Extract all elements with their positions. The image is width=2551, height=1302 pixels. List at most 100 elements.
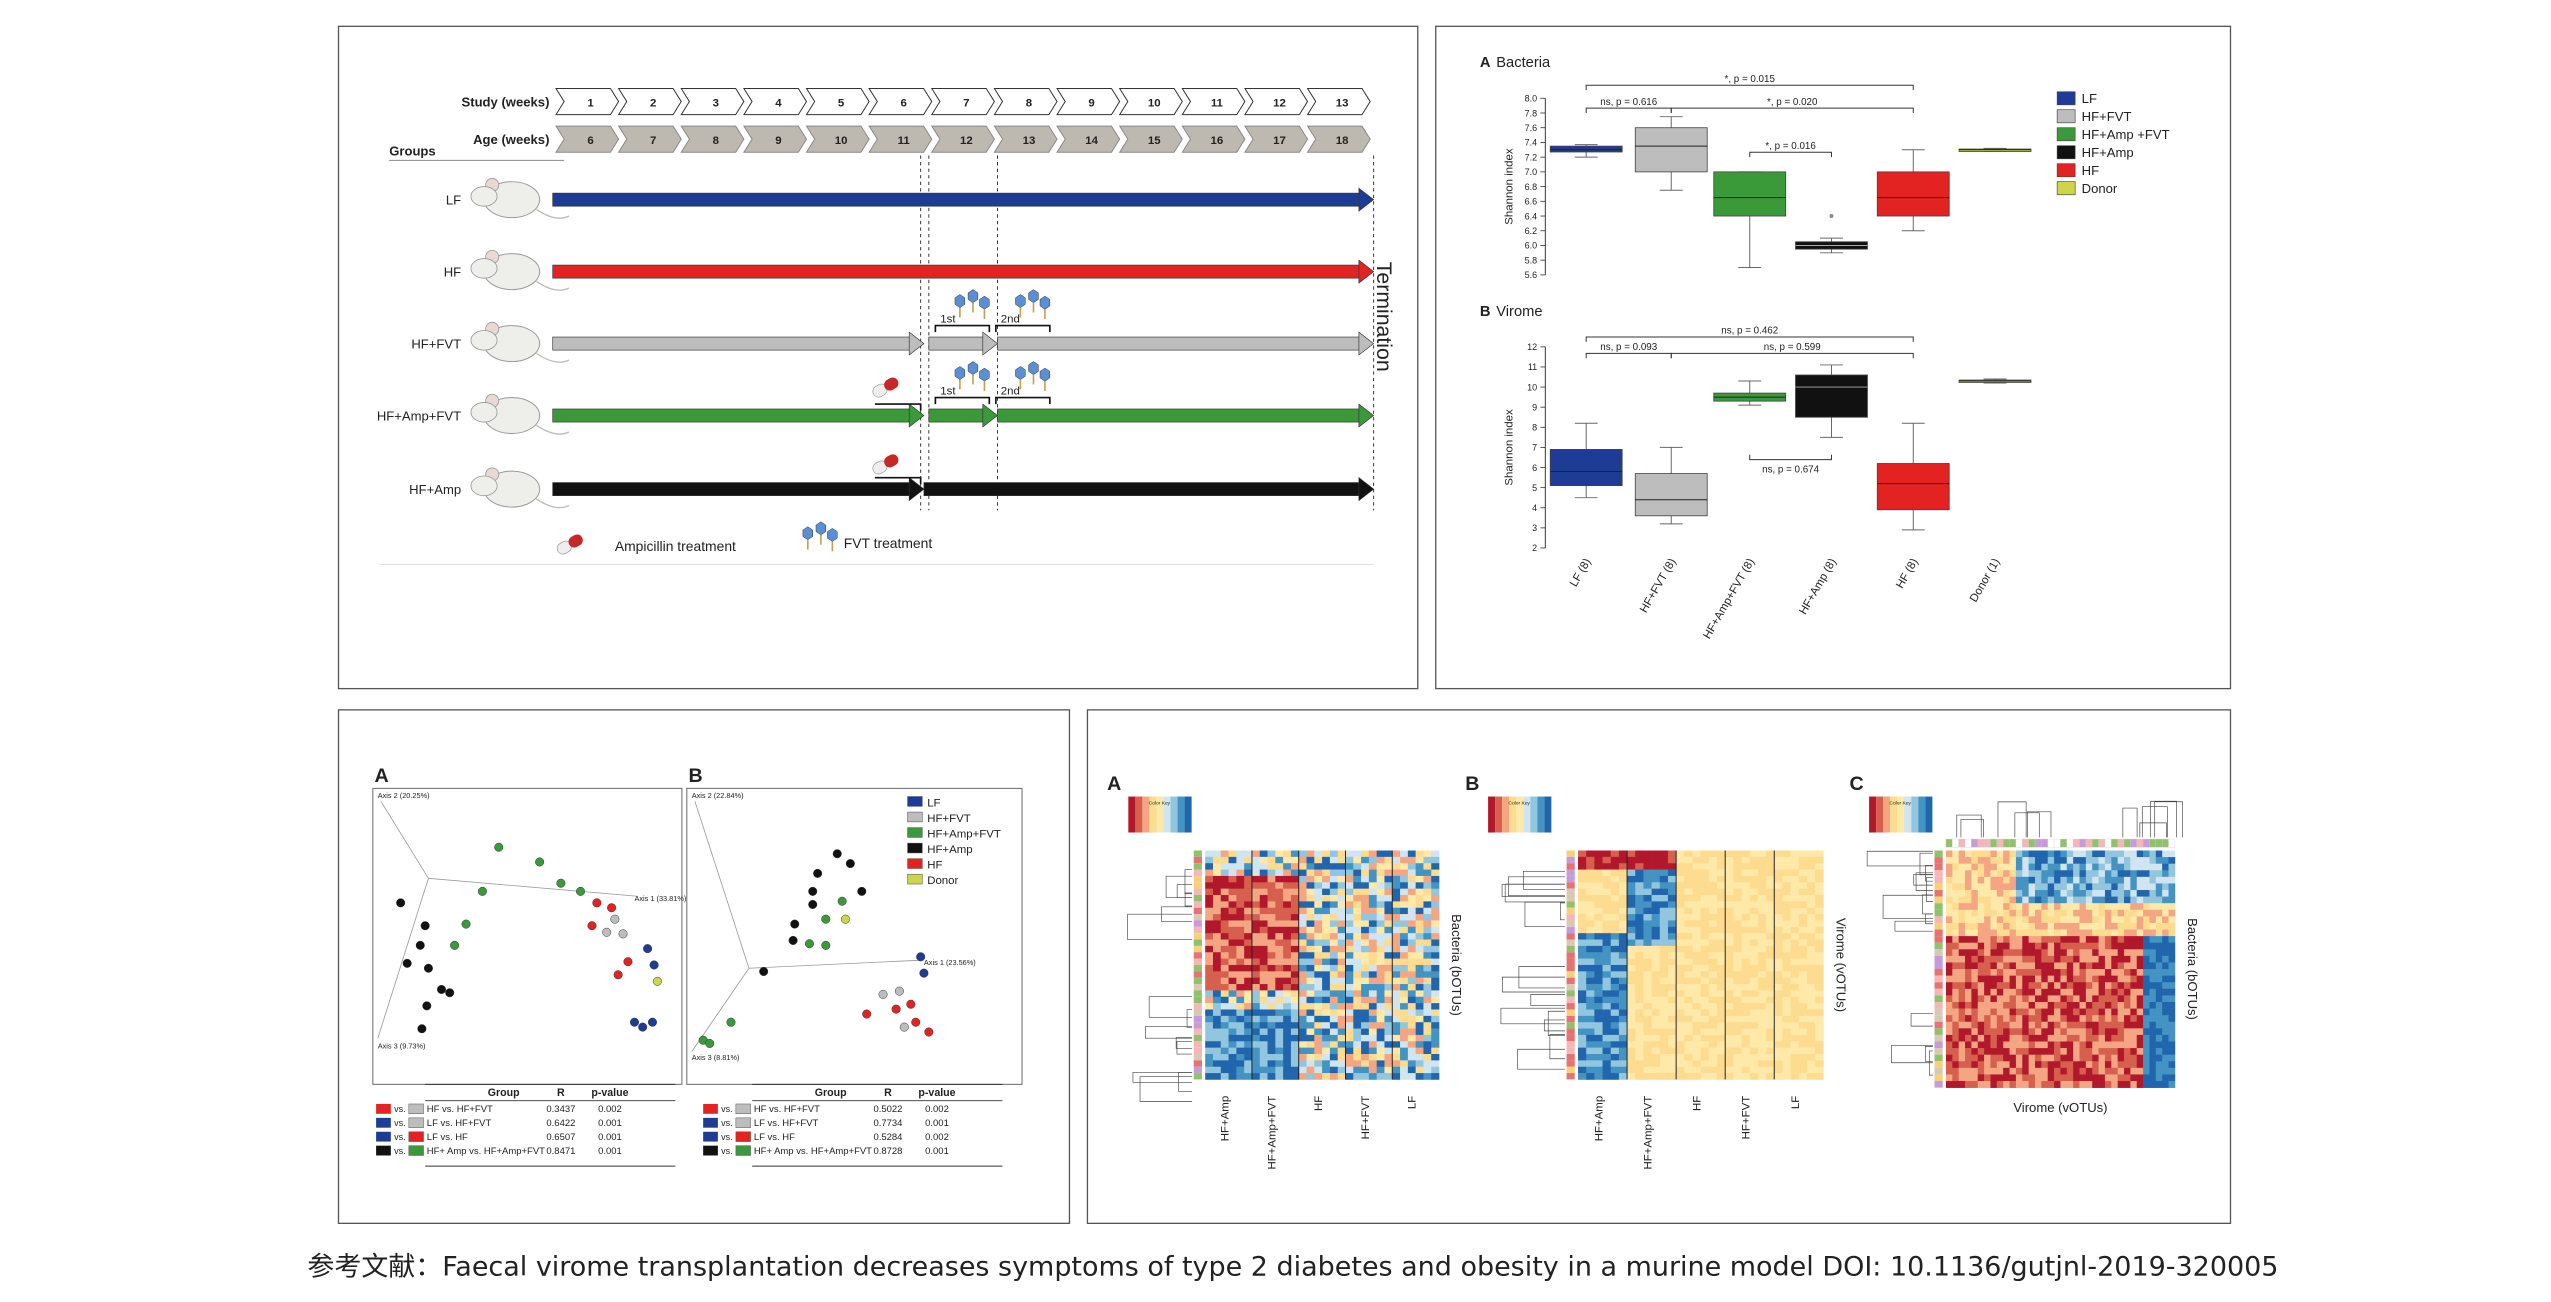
heatmap-cell — [2054, 1021, 2061, 1029]
heatmap-cell — [2098, 1015, 2106, 1023]
heatmap-cell — [1996, 975, 2004, 983]
heatmap-cell — [2003, 1048, 2010, 1056]
heatmap-cell — [1329, 1073, 1339, 1080]
heatmap-cell — [1749, 1015, 1759, 1023]
heatmap-cell — [2136, 850, 2144, 858]
heatmap-cell — [2060, 903, 2068, 911]
heatmap-cell — [1725, 990, 1734, 998]
heatmap-cell — [1400, 907, 1409, 915]
week-chevron — [555, 87, 620, 116]
heatmap-cell — [1314, 901, 1323, 909]
heatmap-cell — [2009, 929, 2017, 937]
heatmap-cell — [1627, 1034, 1636, 1042]
heatmap-cell — [1361, 869, 1370, 877]
heatmap-cell — [1725, 1028, 1734, 1036]
heatmap-cell — [1725, 1047, 1734, 1055]
heatmap-cell — [2098, 883, 2106, 891]
heatmap-cell — [1329, 977, 1339, 985]
heatmap-cell — [1757, 971, 1767, 979]
heatmap-cell — [1329, 914, 1339, 921]
heatmap-cell — [1725, 1060, 1734, 1068]
heatmap-cell — [2149, 1061, 2157, 1069]
heatmap-cell — [2149, 1081, 2157, 1088]
heatmap-cell — [2066, 1061, 2074, 1069]
heatmap-cell — [1602, 939, 1612, 947]
heatmap-cell — [1618, 1053, 1628, 1061]
heatmap-cell — [1594, 914, 1603, 921]
heatmap-cell — [1594, 1028, 1603, 1036]
row-annotation — [1566, 977, 1575, 985]
heatmap-cell — [1692, 984, 1701, 991]
heatmap-cell — [1314, 1009, 1323, 1017]
heatmap-cell — [1806, 1028, 1816, 1036]
heatmap-cell — [1815, 882, 1824, 889]
heatmap-cell — [2047, 1001, 2055, 1009]
heatmap-cell — [1659, 958, 1669, 966]
heatmap-cell — [1244, 926, 1253, 934]
significance-bracket — [1585, 107, 1672, 114]
heatmap-cell — [1627, 1060, 1636, 1068]
heatmap-cell — [1353, 1073, 1362, 1080]
heatmap-cell — [2041, 1074, 2049, 1082]
week-number: 7 — [963, 97, 969, 109]
heatmap-cell — [2085, 876, 2093, 884]
heatmap-cell — [1298, 882, 1307, 889]
row-annotation — [1566, 856, 1575, 864]
heatmap-cell — [2111, 929, 2118, 937]
heatmap-cell — [1290, 1041, 1300, 1048]
heatmap-cell — [2085, 962, 2093, 970]
heatmap-cell — [1790, 888, 1800, 896]
heatmap-cell — [1952, 929, 1960, 937]
heatmap-cell — [2092, 896, 2099, 904]
heatmap-cell — [1618, 977, 1628, 985]
heatmap-cell — [1407, 1015, 1416, 1023]
heatmap-cell — [2124, 975, 2131, 983]
y-tick-label: 7.6 — [1525, 123, 1537, 133]
heatmap-cell — [1384, 939, 1393, 947]
heatmap-cell — [1578, 1034, 1587, 1042]
heatmap-cell — [1667, 1053, 1677, 1061]
heatmap-cell — [1774, 1009, 1783, 1017]
heatmap-cell — [1757, 1066, 1767, 1074]
heatmap-cell — [1790, 1022, 1800, 1029]
table-header: p-value — [918, 1087, 955, 1099]
heatmap-cell — [1757, 863, 1767, 870]
heatmap-cell — [1643, 1073, 1652, 1080]
heatmap-cell — [1952, 1028, 1960, 1036]
heatmap-cell — [1676, 1028, 1685, 1036]
heatmap-cell — [1602, 933, 1612, 940]
heatmap-cell — [2155, 969, 2163, 976]
heatmap-cell — [1244, 1034, 1253, 1042]
heatmap-cell — [1290, 869, 1300, 877]
heatmap-cell — [2015, 955, 2023, 963]
heatmap-cell — [2028, 1001, 2036, 1009]
heatmap-cell — [1275, 875, 1284, 883]
heatmap-cell — [1259, 990, 1268, 998]
heatmap-cell — [1298, 920, 1307, 928]
heatmap-cell — [1945, 949, 1953, 957]
heatmap-cell — [1298, 1034, 1307, 1042]
heatmap-cell — [2143, 909, 2150, 917]
heatmap-cell — [1251, 1041, 1261, 1048]
heatmap-cell — [1431, 1034, 1440, 1042]
heatmap-cell — [1990, 949, 1998, 957]
side-label: Virome (vOTUs) — [1833, 918, 1848, 1012]
heatmap-cell — [1708, 1053, 1718, 1061]
heatmap-cell — [1275, 990, 1284, 998]
heatmap-cell — [1423, 1053, 1432, 1061]
heatmap-cell — [1384, 926, 1393, 934]
heatmap-cell — [1741, 882, 1751, 889]
heatmap-cell — [2041, 1001, 2049, 1009]
dendrogram — [1928, 1050, 1933, 1076]
heatmap-cell — [2130, 850, 2138, 858]
heatmap-cell — [1996, 1081, 2004, 1088]
heatmap-cell — [1392, 1041, 1401, 1048]
heatmap-cell — [2092, 883, 2099, 891]
heatmap-cell — [2085, 988, 2093, 996]
heatmap-cell — [2104, 975, 2112, 983]
heatmap-cell — [1322, 945, 1331, 953]
heatmap-cell — [1733, 888, 1742, 896]
heatmap-cell — [1306, 1060, 1315, 1068]
heatmap-cell — [1244, 1028, 1253, 1036]
heatmap-cell — [2028, 969, 2036, 976]
